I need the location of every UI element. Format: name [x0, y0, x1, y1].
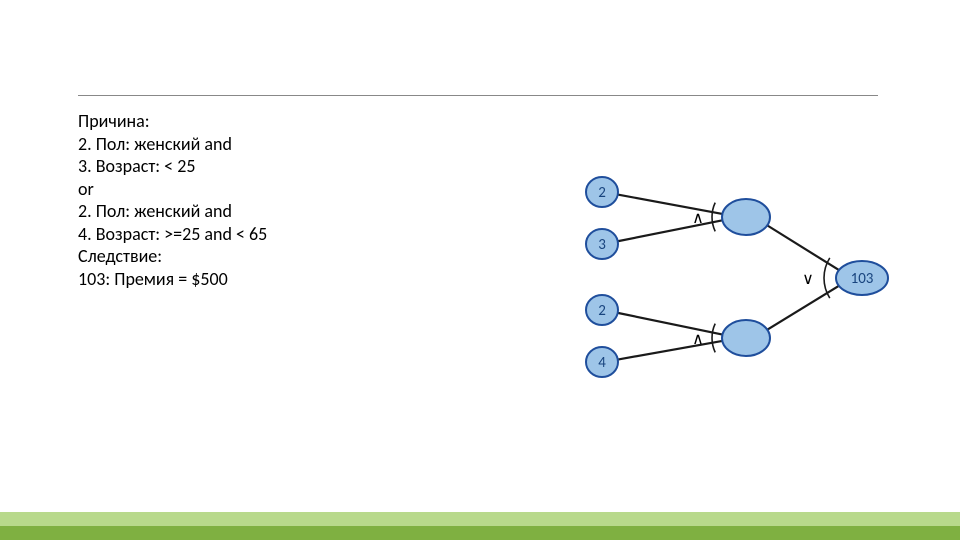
line-cause-2a: 2. Пол: женский and — [78, 133, 267, 156]
node-label-n2b: 2 — [598, 302, 606, 320]
operator-label: ∨ — [802, 270, 814, 288]
edge — [618, 220, 723, 241]
operator-label: ∧ — [692, 209, 704, 227]
line-effect-header: Следствие: — [78, 245, 267, 268]
line-cause-2b: 2. Пол: женский and — [78, 200, 267, 223]
footer-dark — [0, 526, 960, 540]
line-effect-103: 103: Премия = $500 — [78, 268, 267, 291]
junction-arc — [712, 324, 715, 353]
node-and2 — [722, 320, 770, 356]
footer-bar — [0, 512, 960, 540]
footer-light — [0, 512, 960, 526]
edge — [767, 286, 839, 330]
line-cause-3: 3. Возраст: < 25 — [78, 155, 267, 178]
edge — [618, 341, 723, 360]
operator-label: ∧ — [692, 330, 704, 348]
cause-effect-diagram: ∧ ∧ ∨ 2 3 2 4 103 — [560, 162, 900, 392]
node-label-n4: 4 — [598, 354, 606, 372]
edge — [618, 313, 723, 335]
edge — [767, 225, 839, 270]
line-or: or — [78, 178, 267, 201]
divider — [78, 95, 878, 96]
node-and1 — [722, 199, 770, 235]
edge — [618, 195, 723, 214]
node-label-n2a: 2 — [598, 184, 606, 202]
node-label-n3: 3 — [598, 236, 606, 254]
rule-text: Причина: 2. Пол: женский and 3. Возраст:… — [78, 110, 267, 290]
line-cause-4: 4. Возраст: >=25 and < 65 — [78, 223, 267, 246]
node-label-or103: 103 — [851, 270, 874, 288]
junction-arc — [712, 203, 715, 232]
slide: Причина: 2. Пол: женский and 3. Возраст:… — [0, 0, 960, 540]
line-cause-header: Причина: — [78, 110, 267, 133]
